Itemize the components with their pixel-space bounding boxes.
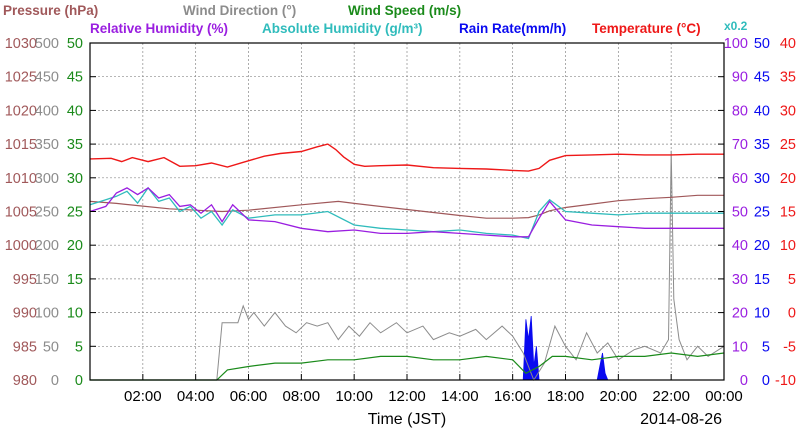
- y-tick-label-temperature: 35: [780, 70, 796, 86]
- y-tick-label-rain-rate: 40: [754, 103, 770, 119]
- y-tick-label-pressure: 995: [13, 272, 37, 288]
- y-tick-label-temperature: 20: [780, 171, 796, 187]
- y-tick-label-pressure: 1020: [5, 103, 37, 119]
- x-tick-label: 18:00: [547, 388, 585, 405]
- y-tick-label-temperature: 40: [780, 36, 796, 52]
- y-tick-label-pressure: 980: [13, 373, 37, 389]
- x-tick-label: 16:00: [494, 388, 532, 405]
- series-absolute-humidity-g-m: [89, 186, 724, 240]
- y-tick-label-relative-humidity: 30: [732, 272, 748, 288]
- series-relative-humidity: [89, 187, 724, 238]
- y-tick-label-pressure: 990: [13, 306, 37, 322]
- y-tick-label-relative-humidity: 40: [732, 238, 748, 254]
- y-tick-label-wind-speed: 5: [75, 339, 83, 355]
- y-tick-label-temperature: -10: [775, 373, 796, 389]
- x-tick-label: 00:00: [705, 388, 743, 405]
- y-tick-label-wind-speed: 50: [67, 36, 83, 52]
- legend-relative-humidity: Relative Humidity (%): [90, 21, 228, 36]
- y-tick-label-rain-rate: 5: [762, 339, 770, 355]
- y-tick-label-relative-humidity: 50: [732, 205, 748, 221]
- series-wind-speed-m-s: [90, 352, 725, 381]
- x-tick-label: 04:00: [177, 388, 215, 405]
- x-tick-label: 14:00: [441, 388, 479, 405]
- y-tick-label-rain-rate: 20: [754, 238, 770, 254]
- y-tick-label-pressure: 1005: [5, 205, 37, 221]
- y-tick-label-temperature: -5: [783, 339, 796, 355]
- series-layer: [89, 143, 725, 382]
- y-tick-label-rain-rate: 35: [754, 137, 770, 153]
- legend-absolute-humidity: Absolute Humidity (g/m³): [262, 21, 423, 36]
- y-tick-label-relative-humidity: 0: [740, 373, 748, 389]
- x-tick-label: 10:00: [335, 388, 373, 405]
- y-tick-label-rain-rate: 15: [754, 272, 770, 288]
- y-tick-label-rain-rate: 25: [754, 205, 770, 221]
- x-tick-label: 06:00: [230, 388, 268, 405]
- series-temperature-c: [89, 143, 724, 172]
- y-tick-label-pressure: 1025: [5, 70, 37, 86]
- x-tick-label: 12:00: [388, 388, 426, 405]
- y-tick-label-wind-speed: 15: [67, 272, 83, 288]
- y-tick-label-temperature: 5: [788, 272, 796, 288]
- y-tick-label-relative-humidity: 70: [732, 137, 748, 153]
- y-tick-label-rain-rate: 10: [754, 306, 770, 322]
- y-tick-label-wind-direction: 250: [35, 205, 59, 221]
- y-tick-label-relative-humidity: 80: [732, 103, 748, 119]
- y-tick-label-temperature: 25: [780, 137, 796, 153]
- y-tick-label-wind-speed: 0: [75, 373, 83, 389]
- legend-rain-scale: x0.2: [724, 19, 748, 33]
- y-tick-label-wind-direction: 50: [43, 339, 59, 355]
- legend-pressure: Pressure (hPa): [3, 3, 98, 18]
- grid: [90, 43, 724, 380]
- y-tick-label-pressure: 1000: [5, 238, 37, 254]
- y-tick-label-pressure: 1030: [5, 36, 37, 52]
- legend-wind-speed: Wind Speed (m/s): [348, 3, 461, 18]
- y-tick-label-rain-rate: 0: [762, 373, 770, 389]
- legend-rain-rate: Rain Rate(mm/h): [459, 21, 566, 36]
- y-tick-label-wind-speed: 25: [67, 205, 83, 221]
- y-tick-label-relative-humidity: 90: [732, 70, 748, 86]
- y-tick-label-relative-humidity: 100: [724, 36, 748, 52]
- series-pressure-hpa: [89, 194, 724, 219]
- y-tick-label-temperature: 0: [788, 306, 796, 322]
- y-tick-label-wind-direction: 150: [35, 272, 59, 288]
- y-tick-label-wind-direction: 350: [35, 137, 59, 153]
- y-tick-label-rain-rate: 50: [754, 36, 770, 52]
- y-tick-label-wind-speed: 45: [67, 70, 83, 86]
- date-label: 2014-08-26: [640, 411, 722, 428]
- y-tick-label-wind-speed: 35: [67, 137, 83, 153]
- y-tick-label-pressure: 985: [13, 339, 37, 355]
- y-tick-label-wind-direction: 0: [51, 373, 59, 389]
- y-tick-label-temperature: 30: [780, 103, 796, 119]
- legend-temperature: Temperature (°C): [592, 21, 701, 36]
- y-tick-label-relative-humidity: 10: [732, 339, 748, 355]
- series-wind-direction: [90, 150, 725, 382]
- y-tick-label-rain-rate: 30: [754, 171, 770, 187]
- y-tick-label-wind-speed: 10: [67, 306, 83, 322]
- y-tick-label-rain-rate: 45: [754, 70, 770, 86]
- y-tick-label-pressure: 1015: [5, 137, 37, 153]
- y-tick-label-wind-direction: 200: [35, 238, 59, 254]
- legend-wind-direction: Wind Direction (°): [183, 3, 296, 18]
- x-tick-label: 20:00: [600, 388, 638, 405]
- y-tick-label-wind-direction: 400: [35, 103, 59, 119]
- y-tick-label-wind-speed: 40: [67, 103, 83, 119]
- axes: 1030102510201015101010051000995990985980…: [5, 36, 796, 405]
- y-tick-label-relative-humidity: 60: [732, 171, 748, 187]
- y-tick-label-relative-humidity: 20: [732, 306, 748, 322]
- y-tick-label-wind-direction: 300: [35, 171, 59, 187]
- x-axis-label: Time (JST): [368, 411, 447, 428]
- x-tick-label: 08:00: [283, 388, 321, 405]
- y-tick-label-wind-speed: 20: [67, 238, 83, 254]
- y-tick-label-wind-direction: 450: [35, 70, 59, 86]
- y-tick-label-temperature: 15: [780, 205, 796, 221]
- x-tick-label: 22:00: [652, 388, 690, 405]
- y-tick-label-wind-direction: 100: [35, 306, 59, 322]
- y-tick-label-temperature: 10: [780, 238, 796, 254]
- x-tick-label: 02:00: [124, 388, 162, 405]
- y-tick-label-pressure: 1010: [5, 171, 37, 187]
- y-tick-label-wind-direction: 500: [35, 36, 59, 52]
- y-tick-label-wind-speed: 30: [67, 171, 83, 187]
